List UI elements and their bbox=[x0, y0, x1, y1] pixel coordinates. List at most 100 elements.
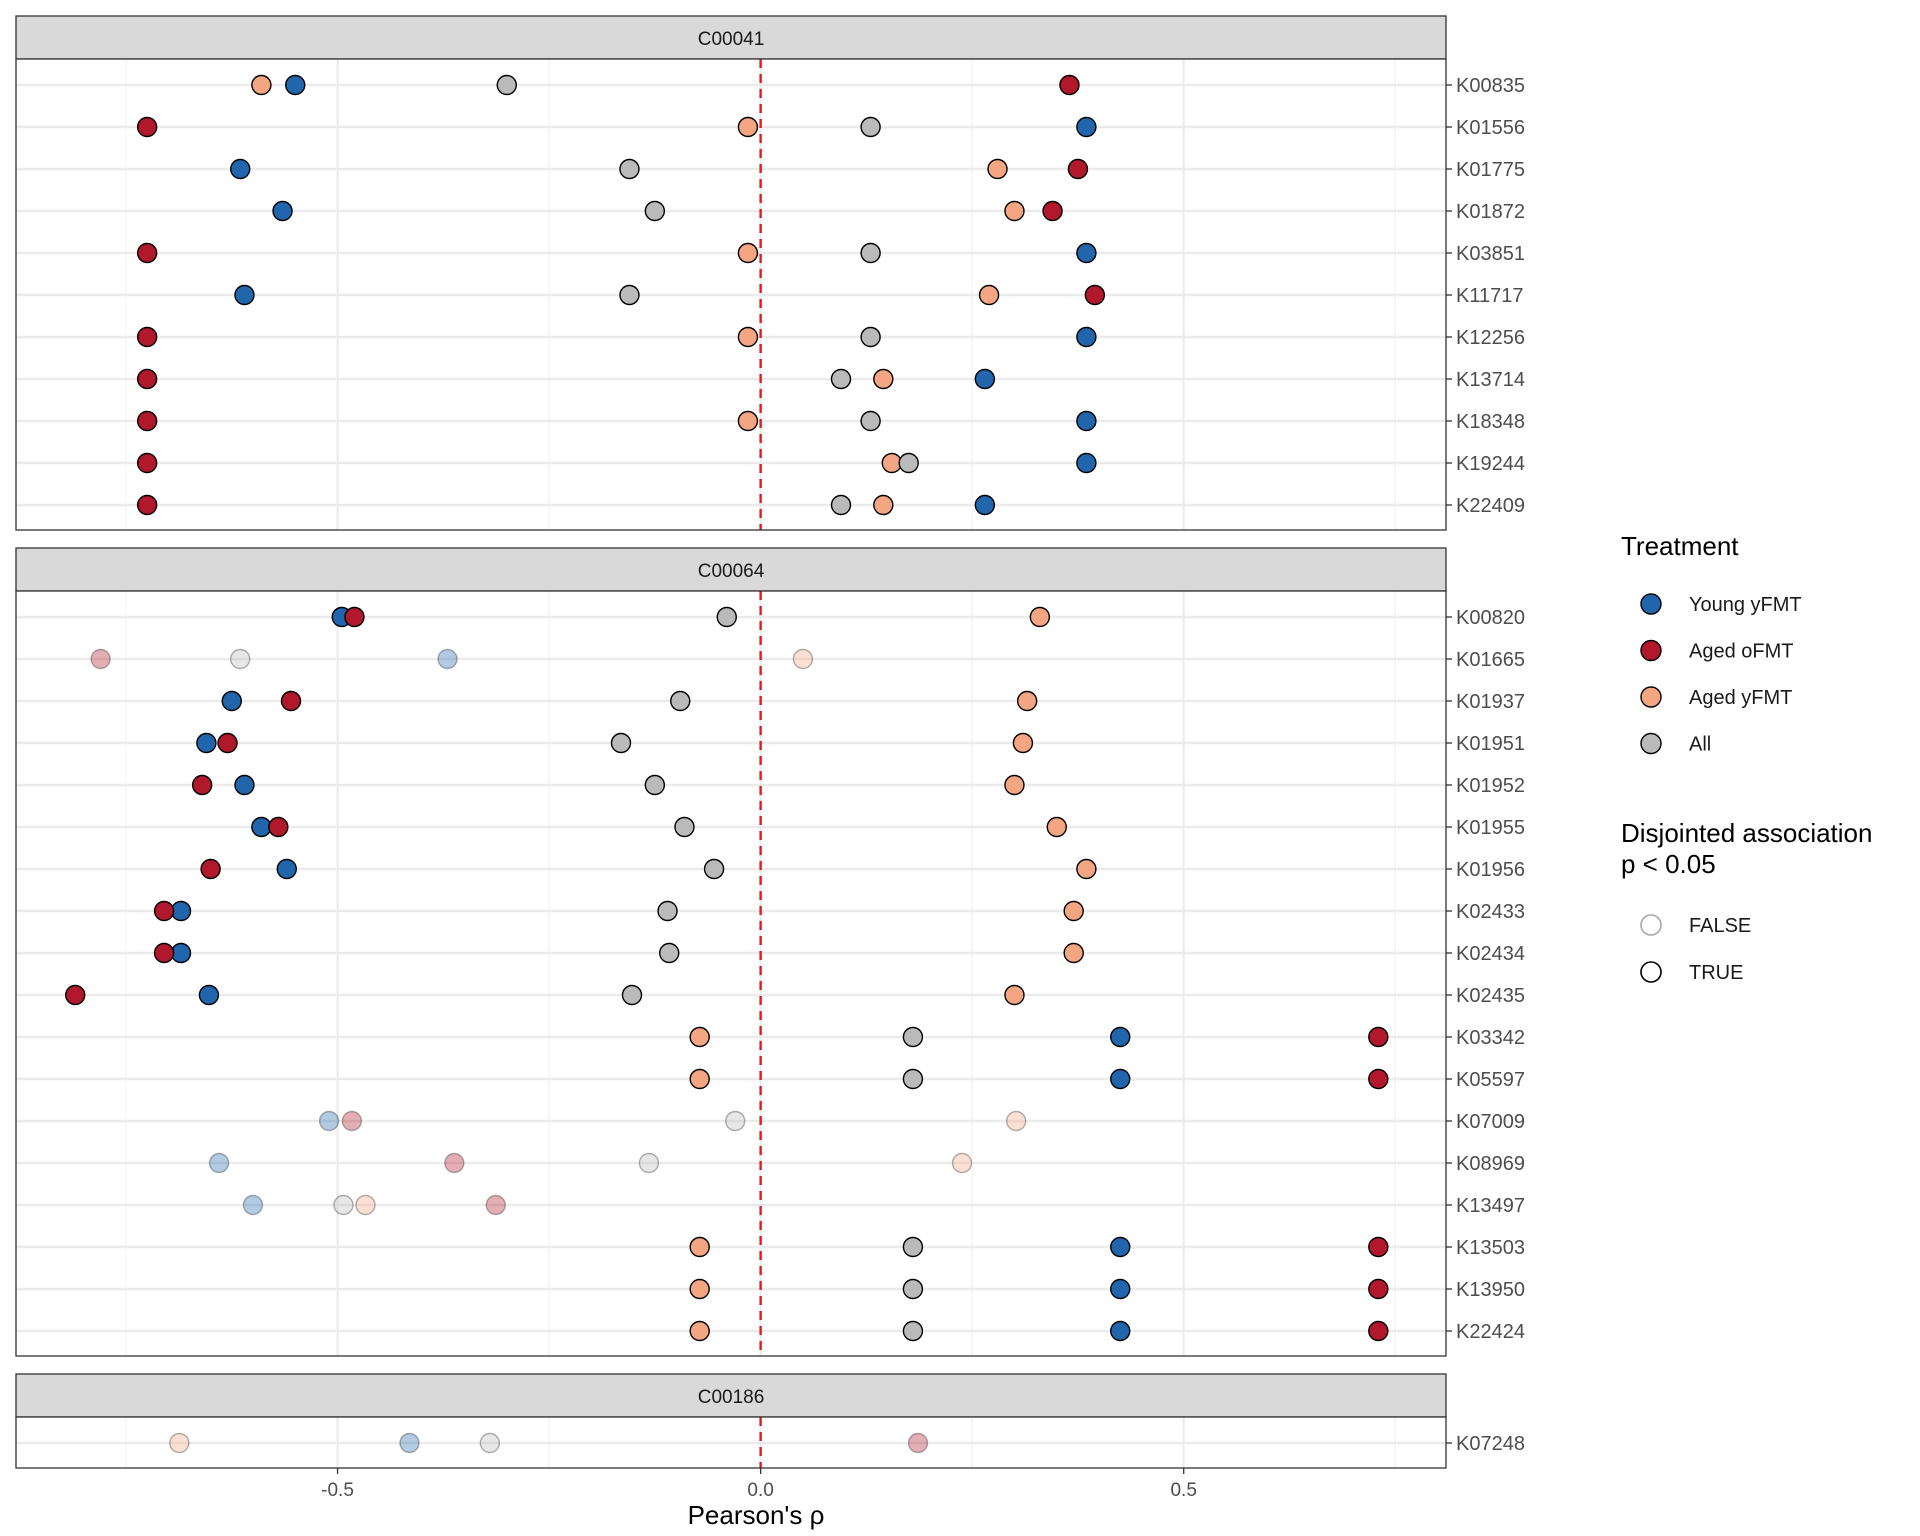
point-ayfmt bbox=[1063, 900, 1084, 922]
y-tick-label: K01775 bbox=[1456, 159, 1525, 181]
panel-background bbox=[16, 591, 1446, 1356]
point-ayfmt bbox=[792, 648, 814, 670]
point-all bbox=[657, 900, 678, 922]
point-ayfmt bbox=[881, 452, 902, 474]
point-ofmt bbox=[485, 1194, 506, 1216]
y-tick-label: K00820 bbox=[1456, 607, 1525, 629]
y-tick-label: K05597 bbox=[1456, 1069, 1525, 1091]
point-ofmt bbox=[136, 452, 158, 474]
y-tick-label: K18348 bbox=[1456, 411, 1525, 433]
point-ayfmt bbox=[689, 1278, 710, 1300]
y-tick-label: K01952 bbox=[1456, 775, 1525, 797]
point-all bbox=[644, 774, 666, 796]
y-tick-label: K07009 bbox=[1456, 1111, 1525, 1133]
point-yfmt bbox=[198, 984, 220, 1006]
point-ayfmt bbox=[737, 326, 759, 348]
point-all bbox=[860, 326, 881, 348]
point-ofmt bbox=[65, 984, 86, 1006]
point-all bbox=[860, 410, 881, 432]
y-tick-label: K13497 bbox=[1456, 1195, 1525, 1217]
point-ayfmt bbox=[1004, 200, 1025, 222]
point-ayfmt bbox=[737, 242, 759, 264]
facet-strip bbox=[15, 547, 1447, 592]
point-yfmt bbox=[974, 368, 996, 390]
point-all bbox=[830, 368, 852, 390]
point-yfmt bbox=[437, 648, 458, 670]
legend: Treatment Disjointed association p < 0.0… bbox=[1621, 531, 1872, 984]
facet-C00186: C00186 K07248 bbox=[15, 1373, 1525, 1469]
point-all bbox=[902, 1320, 924, 1342]
point-yfmt bbox=[251, 816, 272, 838]
point-all bbox=[902, 1236, 924, 1258]
point-ofmt bbox=[1067, 158, 1089, 180]
point-ayfmt bbox=[1029, 606, 1051, 628]
legend-label-treatment: Aged yFMT bbox=[1689, 687, 1792, 709]
point-ayfmt bbox=[689, 1068, 710, 1090]
point-all bbox=[716, 606, 737, 628]
point-all bbox=[860, 116, 881, 138]
point-yfmt bbox=[272, 200, 293, 222]
point-ayfmt bbox=[873, 368, 894, 390]
point-ofmt bbox=[90, 648, 111, 670]
x-tick-label: 0.5 bbox=[1170, 1480, 1196, 1501]
facet-C00064: C00064 K00820 K01665 K01937 K01951 K01952 K019… bbox=[15, 547, 1525, 1357]
point-yfmt bbox=[170, 942, 192, 964]
point-yfmt bbox=[1110, 1236, 1131, 1258]
point-ayfmt bbox=[689, 1320, 710, 1342]
point-yfmt bbox=[1110, 1068, 1131, 1090]
y-tick-label: K02435 bbox=[1456, 985, 1525, 1007]
point-ofmt bbox=[191, 774, 213, 796]
y-tick-label: K01937 bbox=[1456, 691, 1525, 713]
point-ofmt bbox=[136, 116, 158, 138]
legend-label-treatment: Young yFMT bbox=[1689, 594, 1802, 616]
point-all bbox=[230, 648, 251, 670]
point-yfmt bbox=[1110, 1026, 1131, 1048]
point-ayfmt bbox=[987, 158, 1008, 180]
point-yfmt bbox=[234, 774, 255, 796]
point-all bbox=[333, 1194, 354, 1216]
point-yfmt bbox=[1110, 1320, 1131, 1342]
legend-key-significance bbox=[1640, 914, 1662, 936]
point-all bbox=[902, 1026, 924, 1048]
point-yfmt bbox=[1076, 410, 1097, 432]
point-ofmt bbox=[136, 242, 158, 264]
y-tick-label: K00835 bbox=[1456, 75, 1525, 97]
y-tick-label: K01556 bbox=[1456, 117, 1525, 139]
point-yfmt bbox=[1076, 452, 1097, 474]
facet-panels: C00041 K00835 K01556 K01775 K01872 K03851 K117… bbox=[15, 15, 1525, 1469]
point-ofmt bbox=[907, 1432, 929, 1454]
point-all bbox=[621, 984, 643, 1006]
point-ayfmt bbox=[1016, 690, 1038, 712]
point-ayfmt bbox=[1004, 984, 1025, 1006]
point-ofmt bbox=[1368, 1068, 1389, 1090]
point-ofmt bbox=[280, 690, 302, 712]
point-yfmt bbox=[242, 1194, 264, 1216]
y-tick-label: K03342 bbox=[1456, 1027, 1525, 1049]
facet-strip-label: C00041 bbox=[698, 29, 765, 50]
point-yfmt bbox=[230, 158, 251, 180]
point-ofmt bbox=[136, 326, 158, 348]
point-yfmt bbox=[399, 1432, 420, 1454]
point-yfmt bbox=[234, 284, 255, 306]
facet-C00041: C00041 K00835 K01556 K01775 K01872 K03851 K117… bbox=[15, 15, 1525, 531]
point-all bbox=[644, 200, 666, 222]
x-axis-title: Pearson's ρ bbox=[688, 1500, 825, 1530]
y-tick-label: K01956 bbox=[1456, 859, 1525, 881]
point-ofmt bbox=[1368, 1278, 1389, 1300]
point-ayfmt bbox=[1046, 816, 1067, 838]
point-ofmt bbox=[444, 1152, 465, 1174]
point-all bbox=[670, 690, 691, 712]
point-ayfmt bbox=[1063, 942, 1084, 964]
point-all bbox=[830, 494, 852, 516]
legend-label-significance: TRUE bbox=[1689, 962, 1743, 984]
point-all bbox=[610, 732, 632, 754]
point-ayfmt bbox=[873, 494, 894, 516]
y-tick-label: K03851 bbox=[1456, 243, 1525, 265]
y-tick-label: K11717 bbox=[1456, 285, 1523, 307]
point-yfmt bbox=[276, 858, 297, 880]
point-ayfmt bbox=[689, 1026, 710, 1048]
point-ofmt bbox=[153, 942, 175, 964]
point-all bbox=[898, 452, 919, 474]
legend-label-treatment: Aged oFMT bbox=[1689, 641, 1793, 663]
y-tick-label: K02433 bbox=[1456, 901, 1525, 923]
